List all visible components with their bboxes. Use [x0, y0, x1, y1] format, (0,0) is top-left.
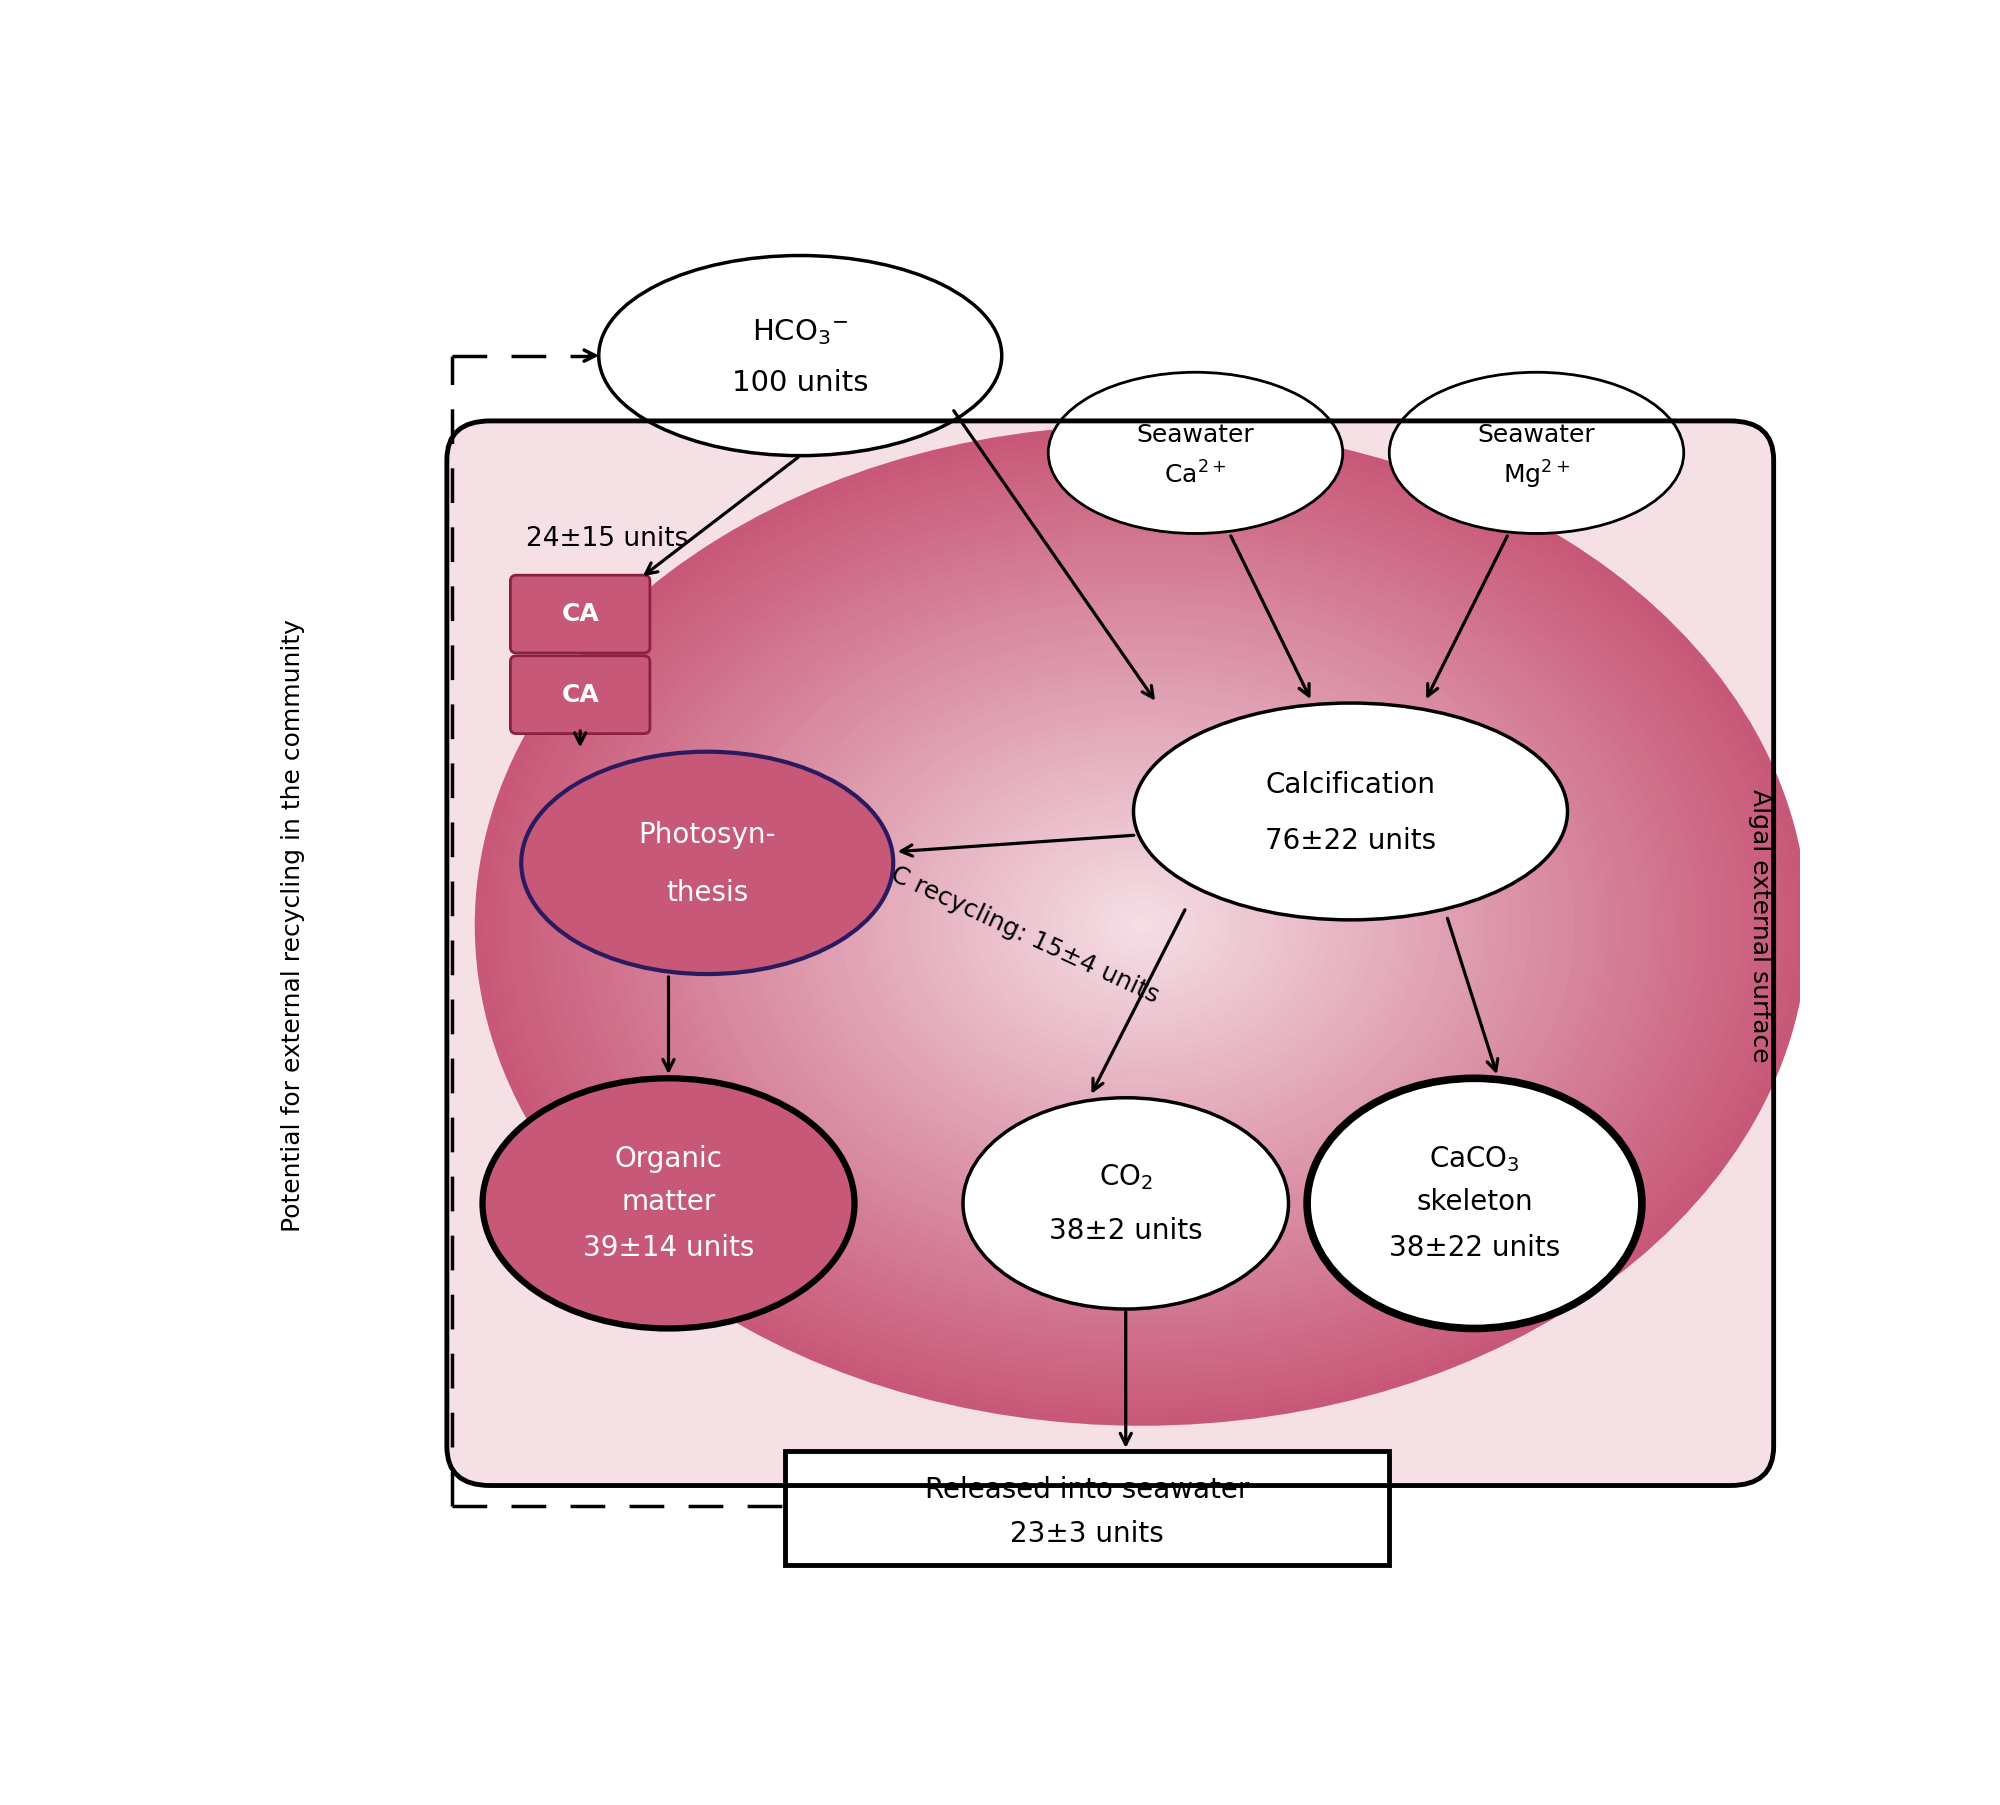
- FancyBboxPatch shape: [510, 576, 650, 653]
- Ellipse shape: [1390, 372, 1684, 534]
- Ellipse shape: [842, 700, 1442, 1150]
- Ellipse shape: [908, 751, 1374, 1101]
- Ellipse shape: [586, 509, 1696, 1343]
- Ellipse shape: [1308, 1078, 1642, 1328]
- Ellipse shape: [896, 742, 1386, 1108]
- Text: Seawater: Seawater: [1478, 422, 1596, 448]
- Ellipse shape: [874, 726, 1408, 1126]
- Ellipse shape: [496, 442, 1786, 1410]
- Ellipse shape: [1048, 372, 1342, 534]
- Ellipse shape: [986, 809, 1296, 1041]
- Text: Potential for external recycling in the community: Potential for external recycling in the …: [282, 619, 306, 1231]
- Text: 100 units: 100 units: [732, 370, 868, 397]
- Ellipse shape: [1030, 841, 1252, 1009]
- Ellipse shape: [774, 650, 1508, 1200]
- Ellipse shape: [642, 551, 1642, 1301]
- Text: matter: matter: [622, 1188, 716, 1217]
- Ellipse shape: [764, 643, 1518, 1209]
- Text: Calcification: Calcification: [1266, 771, 1436, 800]
- Text: skeleton: skeleton: [1416, 1188, 1532, 1217]
- Text: thesis: thesis: [666, 879, 748, 908]
- Ellipse shape: [852, 709, 1430, 1143]
- Text: Released into seawater: Released into seawater: [924, 1475, 1250, 1504]
- Ellipse shape: [608, 525, 1674, 1325]
- Text: Organic: Organic: [614, 1144, 722, 1173]
- Ellipse shape: [952, 783, 1330, 1067]
- Ellipse shape: [596, 516, 1686, 1334]
- Ellipse shape: [796, 666, 1486, 1184]
- Ellipse shape: [620, 534, 1664, 1318]
- Ellipse shape: [542, 475, 1742, 1375]
- Text: Ca$^{2+}$: Ca$^{2+}$: [1164, 462, 1226, 489]
- Ellipse shape: [830, 691, 1452, 1159]
- Ellipse shape: [786, 659, 1496, 1193]
- Ellipse shape: [974, 800, 1308, 1051]
- Ellipse shape: [752, 634, 1530, 1217]
- Text: 24±15 units: 24±15 units: [526, 525, 688, 552]
- Ellipse shape: [1042, 850, 1242, 1000]
- Ellipse shape: [564, 491, 1718, 1359]
- Ellipse shape: [1020, 834, 1264, 1018]
- Ellipse shape: [686, 583, 1596, 1267]
- Ellipse shape: [1134, 704, 1568, 921]
- Ellipse shape: [1096, 892, 1186, 958]
- Ellipse shape: [708, 601, 1574, 1251]
- Ellipse shape: [742, 625, 1542, 1226]
- Ellipse shape: [1120, 908, 1164, 942]
- Ellipse shape: [652, 558, 1630, 1292]
- Text: HCO$_3$$^{-}$: HCO$_3$$^{-}$: [752, 318, 848, 347]
- Text: 39±14 units: 39±14 units: [582, 1235, 754, 1262]
- Ellipse shape: [996, 818, 1286, 1034]
- Text: 38±2 units: 38±2 units: [1048, 1217, 1202, 1245]
- Ellipse shape: [886, 733, 1396, 1117]
- Ellipse shape: [630, 542, 1652, 1309]
- Text: 76±22 units: 76±22 units: [1264, 827, 1436, 854]
- Ellipse shape: [574, 500, 1708, 1350]
- Ellipse shape: [864, 717, 1418, 1134]
- Ellipse shape: [486, 433, 1796, 1417]
- Ellipse shape: [1052, 859, 1230, 993]
- Ellipse shape: [474, 424, 1808, 1426]
- Ellipse shape: [1086, 884, 1196, 967]
- Ellipse shape: [1074, 875, 1208, 975]
- Ellipse shape: [674, 576, 1608, 1276]
- Text: CO$_2$: CO$_2$: [1098, 1162, 1152, 1191]
- Text: Seawater: Seawater: [1136, 422, 1254, 448]
- Text: CaCO$_3$: CaCO$_3$: [1430, 1144, 1520, 1173]
- Text: 38±22 units: 38±22 units: [1388, 1235, 1560, 1262]
- Ellipse shape: [964, 1097, 1288, 1309]
- FancyBboxPatch shape: [446, 421, 1774, 1486]
- Ellipse shape: [920, 758, 1364, 1092]
- Ellipse shape: [964, 792, 1318, 1060]
- Ellipse shape: [664, 567, 1618, 1283]
- Text: Photosyn-: Photosyn-: [638, 821, 776, 848]
- Text: 23±3 units: 23±3 units: [1010, 1520, 1164, 1549]
- Ellipse shape: [930, 767, 1352, 1083]
- Text: C recycling: 15±4 units: C recycling: 15±4 units: [888, 863, 1162, 1007]
- Ellipse shape: [598, 256, 1002, 455]
- Ellipse shape: [508, 449, 1774, 1401]
- Ellipse shape: [1008, 825, 1274, 1025]
- Ellipse shape: [522, 751, 894, 975]
- Text: CA: CA: [562, 682, 600, 708]
- Ellipse shape: [730, 617, 1552, 1235]
- Ellipse shape: [942, 776, 1342, 1076]
- Ellipse shape: [530, 467, 1752, 1384]
- Ellipse shape: [820, 684, 1464, 1168]
- FancyBboxPatch shape: [510, 655, 650, 733]
- Ellipse shape: [482, 1078, 854, 1328]
- Text: Algal external surface: Algal external surface: [1748, 789, 1772, 1061]
- Ellipse shape: [1064, 866, 1220, 984]
- Ellipse shape: [1130, 917, 1152, 933]
- Ellipse shape: [720, 608, 1564, 1242]
- FancyBboxPatch shape: [784, 1451, 1390, 1565]
- Ellipse shape: [808, 675, 1474, 1175]
- Ellipse shape: [552, 484, 1730, 1368]
- Text: CA: CA: [562, 603, 600, 626]
- Ellipse shape: [696, 592, 1586, 1260]
- Text: Mg$^{2+}$: Mg$^{2+}$: [1502, 458, 1570, 491]
- Ellipse shape: [520, 458, 1764, 1392]
- Ellipse shape: [1108, 901, 1174, 951]
